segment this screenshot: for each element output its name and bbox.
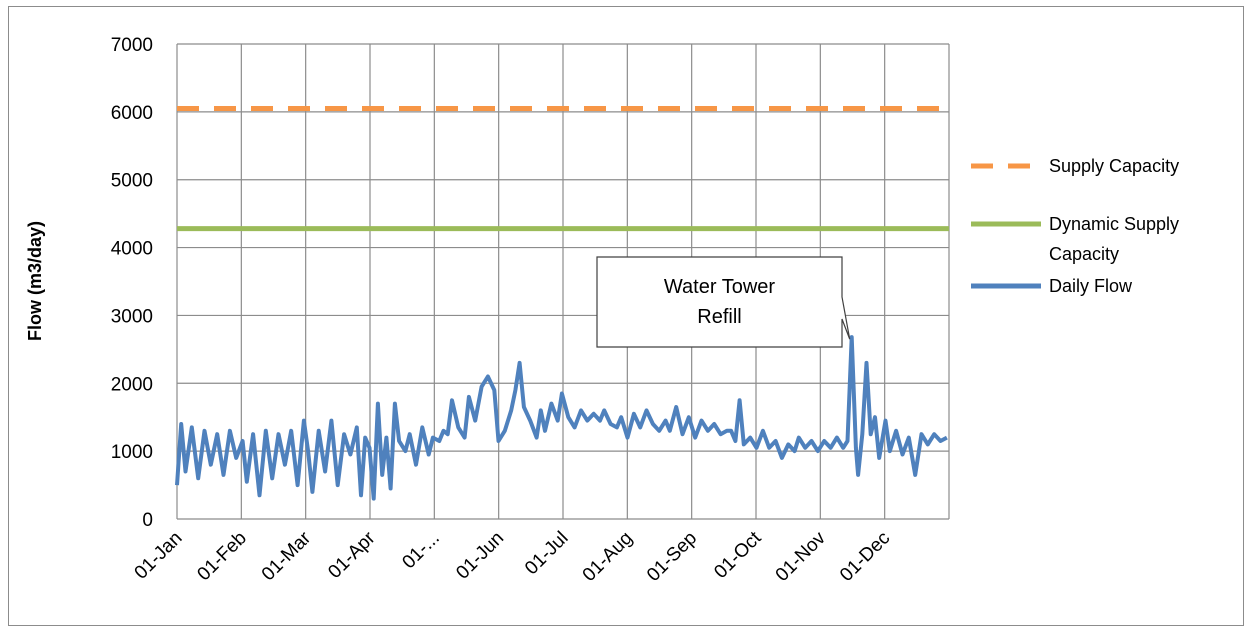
legend-label: Capacity	[1049, 244, 1119, 264]
y-tick-label: 0	[142, 510, 153, 531]
y-tick-label: 1000	[111, 442, 153, 463]
y-tick-label: 2000	[111, 374, 153, 395]
y-tick-label: 7000	[111, 35, 153, 56]
x-tick-label: 01-Mar	[258, 527, 316, 585]
y-tick-label: 4000	[111, 239, 153, 260]
legend: Supply Capacity Dynamic Supply Capacity Dai…	[971, 156, 1179, 296]
y-axis-label: Flow (m3/day)	[25, 221, 45, 341]
chart-frame: 0 1000 2000 3000 4000 5000 6000 7000 01-Jan 01-F…	[8, 6, 1244, 626]
x-tick-label: 01-Jan	[131, 528, 187, 584]
x-tick-label: 01-Dec	[836, 528, 894, 586]
flow-chart: 0 1000 2000 3000 4000 5000 6000 7000 01-Jan 01-F…	[25, 35, 1179, 586]
x-tick-label: 01-Sep	[643, 528, 701, 586]
x-tick-label: 01-Feb	[193, 528, 250, 585]
callout-text-line: Water Tower	[664, 276, 775, 298]
legend-label: Dynamic Supply	[1049, 214, 1179, 234]
annotation-callout: Water Tower Refill	[596, 256, 851, 348]
x-tick-label: 01-Oct	[710, 527, 766, 583]
legend-label: Supply Capacity	[1049, 156, 1179, 176]
x-tick-label: 01-...	[398, 528, 443, 573]
y-tick-label: 3000	[111, 306, 153, 327]
x-tick-label: 01-Jun	[452, 528, 508, 584]
x-tick-labels: 01-Jan 01-Feb 01-Mar 01-Apr 01-... 01-Jun 01-J…	[131, 527, 895, 586]
series	[175, 105, 949, 501]
callout-text-line: Refill	[697, 306, 741, 328]
y-tick-label: 6000	[111, 103, 153, 124]
x-tick-label: 01-Nov	[772, 527, 831, 586]
legend-label: Daily Flow	[1049, 276, 1133, 296]
x-tick-label: 01-Jul	[521, 528, 572, 579]
x-tick-label: 01-Aug	[579, 528, 637, 586]
callout-box	[596, 256, 851, 348]
series-line-daily-flow	[175, 335, 948, 501]
x-tick-label: 01-Apr	[324, 527, 380, 583]
y-tick-labels: 0 1000 2000 3000 4000 5000 6000 7000	[111, 35, 153, 531]
y-tick-label: 5000	[111, 171, 153, 192]
